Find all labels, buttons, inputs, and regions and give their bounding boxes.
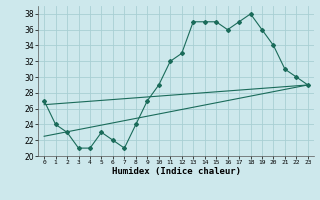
X-axis label: Humidex (Indice chaleur): Humidex (Indice chaleur) [111,167,241,176]
